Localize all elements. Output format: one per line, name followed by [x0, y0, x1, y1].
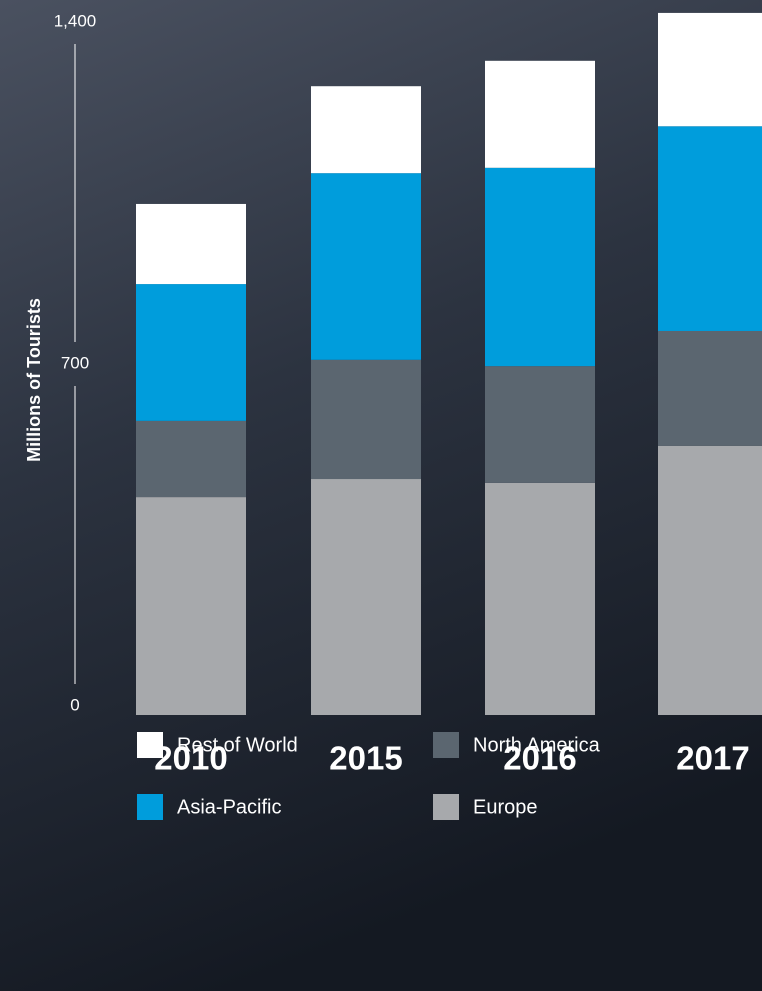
bar-segment	[136, 420, 246, 498]
y-tick-label: 0	[70, 695, 79, 714]
bar-segment	[311, 173, 421, 360]
bar-segment	[311, 359, 421, 480]
bar-segment	[658, 330, 762, 446]
bar-segment	[485, 366, 595, 483]
legend-swatch	[137, 732, 163, 758]
bar-segment	[311, 86, 421, 174]
bar-segment	[658, 12, 762, 127]
legend-swatch	[137, 794, 163, 820]
legend-label: Asia-Pacific	[177, 796, 281, 818]
bar-segment	[658, 126, 762, 331]
y-tick-label: 700	[61, 353, 89, 372]
x-tick-label: 2010	[154, 740, 227, 777]
legend-swatch	[433, 732, 459, 758]
bar-segment	[485, 482, 595, 715]
x-tick-label: 2017	[676, 740, 749, 777]
bar-segment	[136, 497, 246, 715]
bar-segment	[485, 60, 595, 168]
x-tick-label: 2015	[329, 740, 402, 777]
x-tick-label: 2016	[503, 740, 576, 777]
legend-label: Rest of World	[177, 734, 298, 756]
bar-segment	[136, 203, 246, 285]
bar-segment	[658, 445, 762, 715]
legend-label: North America	[473, 734, 601, 756]
y-axis-title: Millions of Tourists	[24, 298, 44, 462]
legend-label: Europe	[473, 796, 538, 818]
bar-segment	[311, 479, 421, 715]
y-tick-label: 1,400	[54, 11, 97, 30]
legend-swatch	[433, 794, 459, 820]
bar-segment	[136, 284, 246, 421]
bar-segment	[485, 167, 595, 367]
